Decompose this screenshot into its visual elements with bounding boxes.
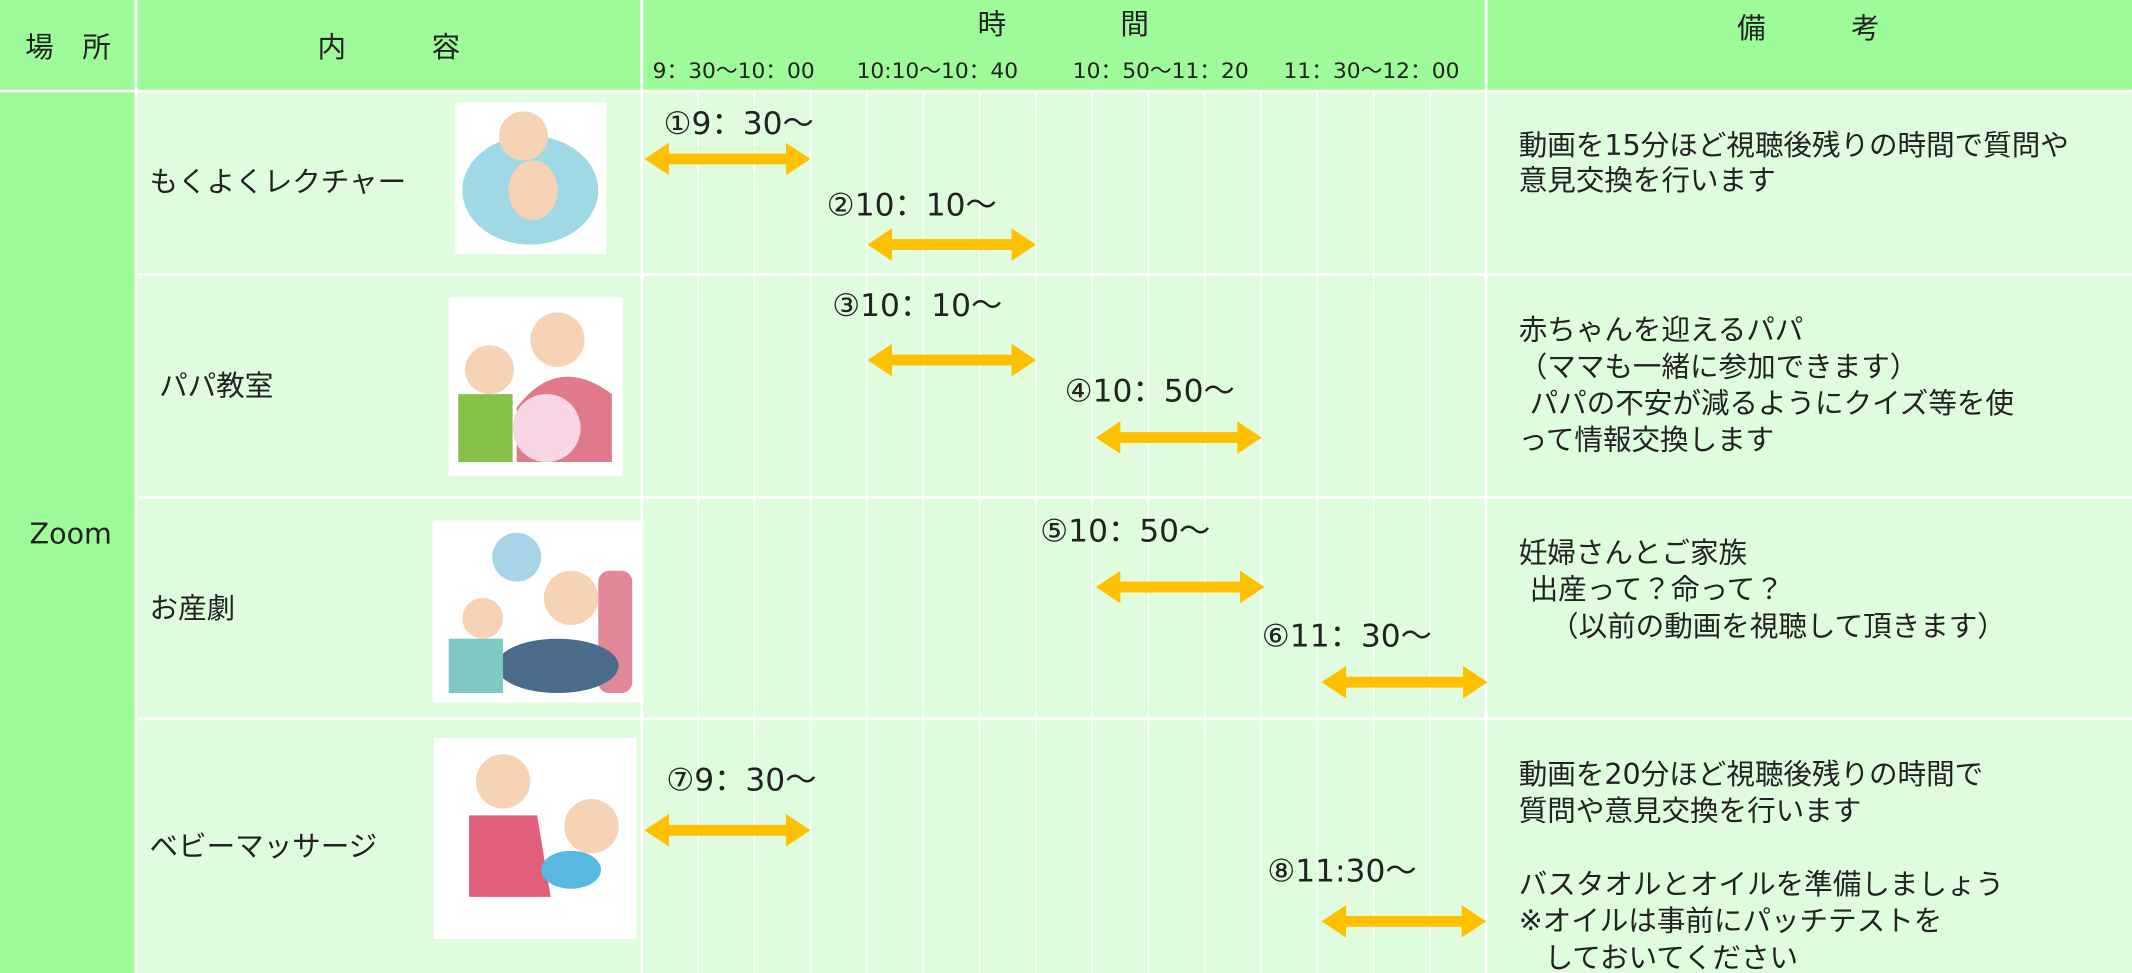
place: Zoom — [30, 517, 112, 550]
session-label: ③10：10〜 — [832, 288, 1002, 324]
time-slot: 10：50〜11：20 — [1073, 59, 1249, 84]
note-line: って情報交換します — [1519, 424, 1774, 457]
row-title: もくよくレクチャー — [150, 165, 407, 198]
time-arrow — [644, 142, 811, 176]
session-label: ④10：50〜 — [1065, 374, 1235, 410]
note-line: 質問や意見交換を行います — [1519, 795, 1861, 828]
note-line: 動画を20分ほど視聴後残りの時間で — [1519, 758, 1983, 791]
time-arrow — [1321, 905, 1487, 938]
note-line: （ママも一緒に参加できます） — [1519, 350, 1919, 383]
illustration — [432, 520, 642, 703]
note-line: パパの不安が減るようにクイズ等を使 — [1530, 387, 2014, 420]
session-label: ①9：30〜 — [664, 106, 814, 142]
time-slot: 11：30〜12：00 — [1284, 59, 1460, 84]
note-line: 妊婦さんとご家族 — [1519, 536, 1747, 569]
time-arrow — [867, 228, 1037, 261]
time-slot: 9：30〜10：00 — [653, 59, 815, 84]
illustration — [455, 101, 607, 255]
session-label: ⑦9：30〜 — [666, 762, 816, 798]
note-line: ※オイルは事前にパッチテストを — [1519, 905, 1942, 938]
row-title: パパ教室 — [159, 369, 273, 402]
time-arrow — [1095, 421, 1262, 454]
session-label: ⑥11：30〜 — [1262, 618, 1432, 654]
header-place: 場 所 — [25, 31, 111, 64]
row-title: お産劇 — [150, 592, 236, 625]
row-title: ベビーマッサージ — [150, 830, 378, 863]
session-label: ②10：10〜 — [827, 188, 997, 224]
time-slot: 10:10〜10：40 — [857, 59, 1018, 84]
note-line: 赤ちゃんを迎えるパパ — [1519, 314, 1804, 347]
header-time: 時 間 — [978, 8, 1149, 41]
header-note: 備 考 — [1737, 12, 1880, 45]
time-arrow — [867, 343, 1037, 377]
grid — [697, 91, 1431, 973]
note-line: しておいてください — [1545, 941, 1798, 973]
time-arrow — [1321, 665, 1488, 699]
note-line: 出産って？命って？ — [1530, 573, 1784, 606]
note-line: バスタオルとオイルを準備しましょう — [1519, 868, 2004, 901]
note-line: 意見交換を行います — [1519, 164, 1776, 197]
place-cell — [0, 91, 136, 973]
session-label: ⑤10：50〜 — [1040, 514, 1210, 550]
time-arrow — [644, 814, 811, 847]
illustration — [433, 737, 637, 940]
illustration — [448, 297, 623, 476]
time-arrow — [1095, 570, 1265, 604]
header-content: 内 容 — [318, 31, 461, 64]
arrows — [644, 142, 1488, 938]
session-label: ⑧11:30〜 — [1267, 853, 1416, 889]
note-line: 動画を15分ほど視聴後残りの時間で質問や — [1519, 129, 2069, 162]
header-bg — [0, 0, 2132, 92]
note-line: （以前の動画を視聴して頂きます） — [1550, 610, 2006, 643]
